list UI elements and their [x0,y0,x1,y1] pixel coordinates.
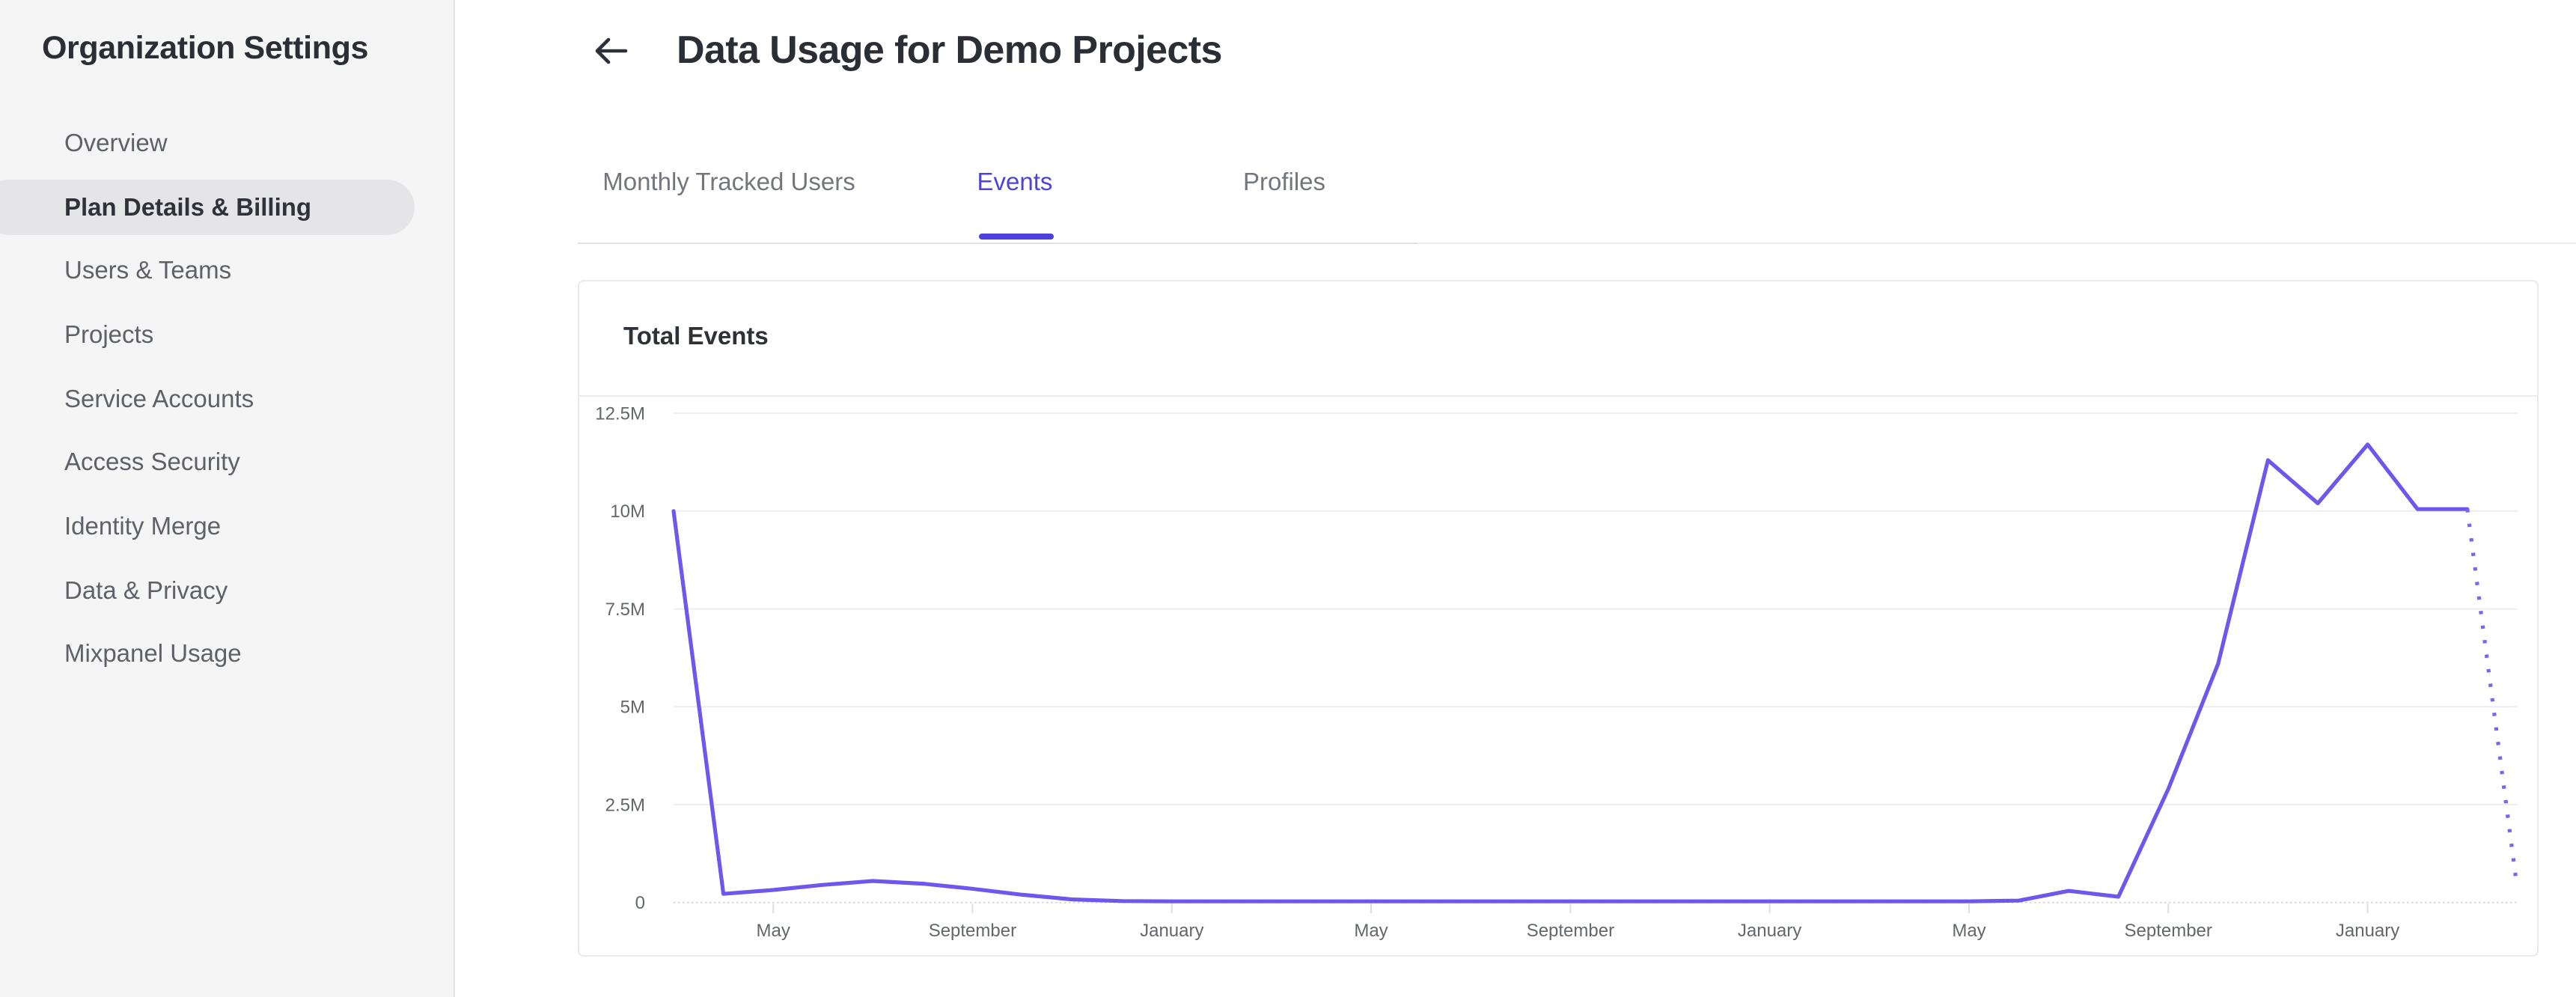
sidebar-item-overview[interactable]: Overview [64,129,168,157]
total-events-card: Total Events [578,280,2539,957]
active-tab-underline [979,234,1053,240]
sidebar-item-access-security[interactable]: Access Security [64,449,240,477]
tabs-divider-active-segment [578,242,1417,244]
card-divider [579,395,2537,397]
back-button[interactable] [590,30,632,72]
tab-profiles[interactable]: Profiles [1242,169,1326,196]
tabs-divider [578,242,2576,244]
sidebar-nav: Overview Plan Details & Billing Users & … [0,112,455,687]
sidebar-title: Organization Settings [42,30,368,66]
tab-events[interactable]: Events [977,169,1053,196]
arrow-left-icon [595,37,628,64]
chart-title: Total Events [623,323,769,350]
sidebar-item-identity-merge[interactable]: Identity Merge [64,513,222,540]
tab-monthly-tracked-users[interactable]: Monthly Tracked Users [602,169,855,196]
sidebar-item-data-privacy[interactable]: Data & Privacy [64,577,228,605]
sidebar-item-mixpanel-usage[interactable]: Mixpanel Usage [64,641,242,668]
page-title: Data Usage for Demo Projects [677,27,1222,72]
sidebar-item-projects[interactable]: Projects [64,321,154,349]
sidebar-item-service-accounts[interactable]: Service Accounts [64,385,254,413]
sidebar-item-plan-details-billing[interactable]: Plan Details & Billing [0,176,455,240]
sidebar-item-users-teams[interactable]: Users & Teams [64,257,232,285]
organization-settings-sidebar: Organization Settings Overview Plan Deta… [0,0,455,997]
